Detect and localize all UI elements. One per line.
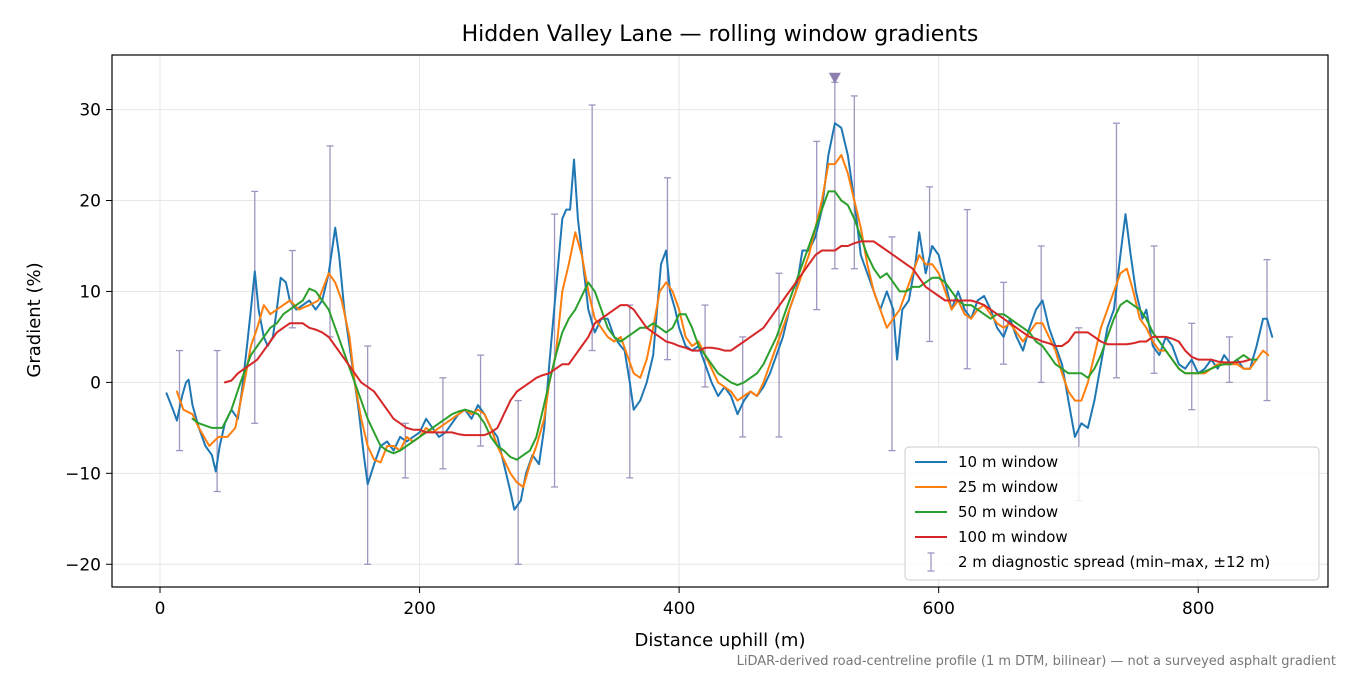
x-tick-label: 200 — [403, 599, 435, 619]
series-group — [165, 122, 1274, 511]
errorbar — [1112, 122, 1120, 379]
footnote: LiDAR-derived road-centreline profile (1… — [737, 654, 1336, 669]
errorbar — [888, 236, 896, 452]
errorbar — [401, 422, 409, 479]
errorbar — [1000, 281, 1008, 365]
legend-label: 10 m window — [958, 453, 1058, 471]
errorbar — [1225, 336, 1233, 384]
y-tick-label: −10 — [65, 464, 101, 484]
legend-entry: 25 m window — [915, 478, 1058, 496]
series-line-3 — [191, 190, 1258, 461]
errorbar — [701, 304, 709, 388]
y-tick-label: −20 — [65, 555, 101, 575]
x-axis-label: Distance uphill (m) — [635, 630, 806, 651]
x-axis-ticks: 0 200 400 600 800 — [155, 587, 1214, 619]
legend-entry: 2 m diagnostic spread (min–max, ±12 m) — [927, 552, 1270, 572]
x-tick-label: 800 — [1182, 599, 1214, 619]
legend-label: 100 m window — [958, 528, 1068, 546]
series-line-4 — [223, 240, 1252, 437]
errorbar — [1037, 245, 1045, 384]
errorbar — [288, 249, 296, 329]
errorbar — [364, 345, 372, 565]
legend-entry: 50 m window — [915, 503, 1058, 521]
errorbar — [739, 336, 747, 438]
errorbar — [551, 213, 559, 488]
x-tick-label: 400 — [663, 599, 695, 619]
legend-label: 25 m window — [958, 478, 1058, 496]
errorbar — [775, 272, 783, 438]
errorbar — [439, 377, 447, 470]
peak-marker — [828, 72, 841, 84]
y-tick-label: 30 — [79, 101, 101, 121]
y-axis-ticks: −20 −10 0 10 20 30 — [65, 101, 112, 575]
peak-marker-group — [828, 72, 841, 84]
y-tick-label: 20 — [79, 192, 101, 212]
y-axis-label: Gradient (%) — [24, 262, 45, 377]
errorbar — [1150, 245, 1158, 374]
y-tick-label: 0 — [90, 373, 101, 393]
errorbar — [251, 190, 259, 424]
legend-label: 50 m window — [958, 503, 1058, 521]
plot-frame — [111, 54, 1329, 588]
legend-box — [904, 446, 1320, 581]
errorbar — [1188, 322, 1196, 411]
series-line-2 — [175, 154, 1270, 488]
x-tick-label: 600 — [922, 599, 954, 619]
chart-title: Hidden Valley Lane — rolling window grad… — [462, 22, 979, 47]
x-tick-label: 0 — [155, 599, 166, 619]
legend-entry: 10 m window — [915, 453, 1058, 471]
errorbar — [963, 208, 971, 370]
legend-entry: 100 m window — [915, 528, 1068, 546]
errorbar — [850, 95, 858, 270]
errorbar-group — [175, 81, 1271, 565]
series-line-1 — [165, 122, 1274, 511]
y-tick-label: 10 — [79, 282, 101, 302]
errorbar — [477, 354, 485, 447]
errorbar — [1263, 258, 1271, 402]
legend: 10 m window 25 m window 50 m window 100 m w… — [904, 446, 1320, 581]
legend-label: 2 m diagnostic spread (min–max, ±12 m) — [958, 553, 1270, 571]
